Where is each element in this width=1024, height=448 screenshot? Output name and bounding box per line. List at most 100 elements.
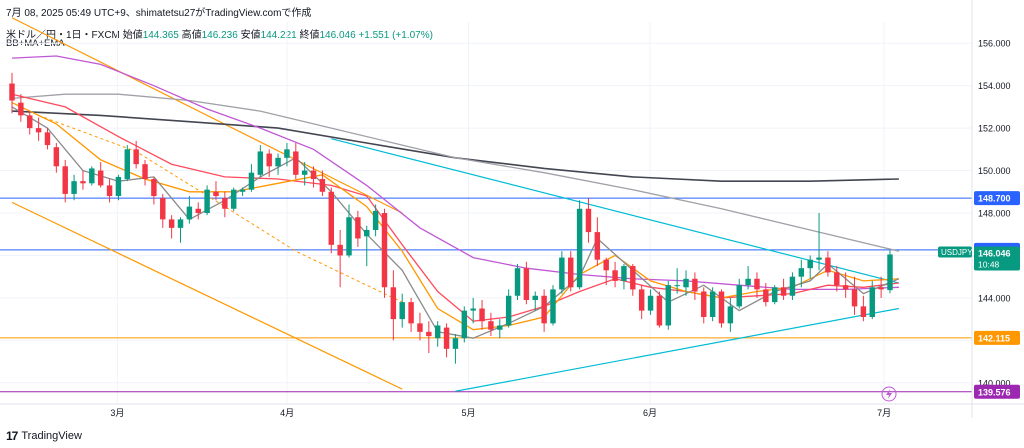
price-tag-3 (974, 384, 1020, 399)
price-tag-label-3: 139.576 (978, 387, 1011, 397)
tradingview-logo-icon: 17 (6, 429, 18, 443)
candle-body-8 (80, 181, 86, 184)
y-tick-label-1: 154.000 (978, 81, 1011, 91)
candle-body-51 (461, 310, 468, 339)
candle-body-7 (71, 181, 77, 194)
candle-body-18 (168, 219, 175, 228)
low-label: 安値 (240, 30, 261, 41)
candle-body-13 (124, 149, 131, 180)
candle-body-94 (842, 285, 849, 290)
candle-body-82 (736, 285, 742, 307)
series-ma-5 (11, 106, 900, 339)
candle-body-23 (213, 191, 219, 197)
candle-body-61 (550, 289, 556, 324)
candle-body-97 (869, 287, 875, 317)
candle-body-80 (718, 291, 725, 324)
tradingview-logo[interactable]: 17 TradingView (6, 429, 82, 443)
candle-body-20 (186, 206, 193, 220)
current-countdown-label: 10:48 (978, 259, 1000, 269)
candle-body-90 (807, 259, 813, 269)
candle-body-66 (594, 232, 601, 260)
candle-body-63 (568, 257, 574, 288)
candle-body-29 (266, 153, 272, 167)
high-value: 146.236 (201, 30, 238, 41)
candle-body-72 (647, 295, 654, 311)
candle-body-36 (328, 191, 334, 245)
candle-body-92 (825, 257, 831, 273)
candle-body-2 (27, 115, 33, 129)
candle-body-62 (559, 257, 565, 290)
candle-body-59 (532, 295, 538, 301)
candle-body-68 (612, 270, 618, 281)
series-bb-dash (38, 114, 403, 303)
candle-body-83 (745, 278, 751, 286)
candle-body-74 (665, 285, 672, 326)
candle-body-14 (133, 149, 139, 165)
candle-body-89 (798, 268, 805, 277)
candle-body-28 (257, 151, 264, 175)
candle-body-4 (44, 132, 51, 146)
trendline-3 (455, 307, 899, 392)
candle-body-50 (452, 338, 459, 349)
candle-body-42 (381, 213, 388, 288)
low-value: 144.221 (260, 30, 297, 41)
lightning-icon (881, 386, 897, 402)
candle-body-21 (195, 208, 201, 213)
candle-body-78 (701, 291, 707, 317)
y-tick-label-6: 144.000 (978, 293, 1011, 303)
lightning-icon-bolt (886, 389, 892, 399)
candle-body-95 (851, 289, 858, 307)
candle-body-46 (417, 323, 423, 332)
y-tick-label-3: 150.000 (978, 166, 1011, 176)
y-tick-label-4: 148.000 (978, 209, 1011, 219)
price-axis-panel (972, 0, 1024, 448)
candle-body-3 (35, 128, 42, 133)
change-value: +1.551 (+1.07%) (358, 30, 433, 41)
high-label: 高値 (181, 30, 202, 41)
candle-body-41 (372, 210, 379, 230)
candle-body-0 (9, 83, 15, 101)
candle-body-48 (434, 325, 441, 339)
trendline-1 (11, 201, 403, 390)
candle-body-71 (638, 289, 645, 311)
current-symbol-badge (938, 246, 972, 258)
candle-body-26 (239, 189, 246, 192)
candle-body-12 (115, 176, 122, 197)
current-symbol-label: USDJPY (941, 248, 973, 257)
candle-body-93 (834, 272, 840, 286)
candle-body-67 (603, 259, 609, 271)
candle-body-45 (408, 302, 414, 324)
candle-body-91 (816, 257, 822, 260)
candle-body-86 (771, 287, 778, 303)
x-tick-label-0: 3月 (110, 408, 124, 418)
candle-body-34 (310, 170, 317, 180)
candle-body-76 (683, 278, 689, 288)
price-tag-label-2: 142.115 (978, 333, 1010, 343)
series-bb-upper (11, 93, 900, 252)
candle-body-27 (248, 172, 255, 190)
current-price-label: 146.046 (978, 248, 1011, 258)
tradingview-logo-text: TradingView (21, 430, 82, 442)
x-tick-label-4: 7月 (877, 408, 891, 418)
candle-body-58 (523, 268, 530, 301)
open-value: 144.365 (142, 30, 179, 41)
x-tick-label-2: 5月 (462, 408, 476, 418)
candle-body-47 (426, 331, 432, 337)
candle-body-84 (754, 278, 760, 290)
candle-body-57 (514, 268, 521, 296)
open-label: 始値 (122, 30, 143, 41)
candle-body-88 (789, 276, 796, 296)
candle-body-81 (727, 306, 734, 324)
price-tag-label-0: 148.700 (978, 194, 1011, 204)
candle-body-70 (630, 266, 636, 290)
candle-body-99 (887, 254, 893, 291)
trendline-0 (11, 17, 403, 214)
candle-body-9 (89, 168, 95, 184)
price-tag-2 (974, 330, 1020, 345)
candle-body-65 (585, 208, 592, 233)
x-tick-label-1: 4月 (280, 408, 294, 418)
candle-body-16 (151, 179, 157, 197)
candle-body-17 (160, 198, 166, 220)
